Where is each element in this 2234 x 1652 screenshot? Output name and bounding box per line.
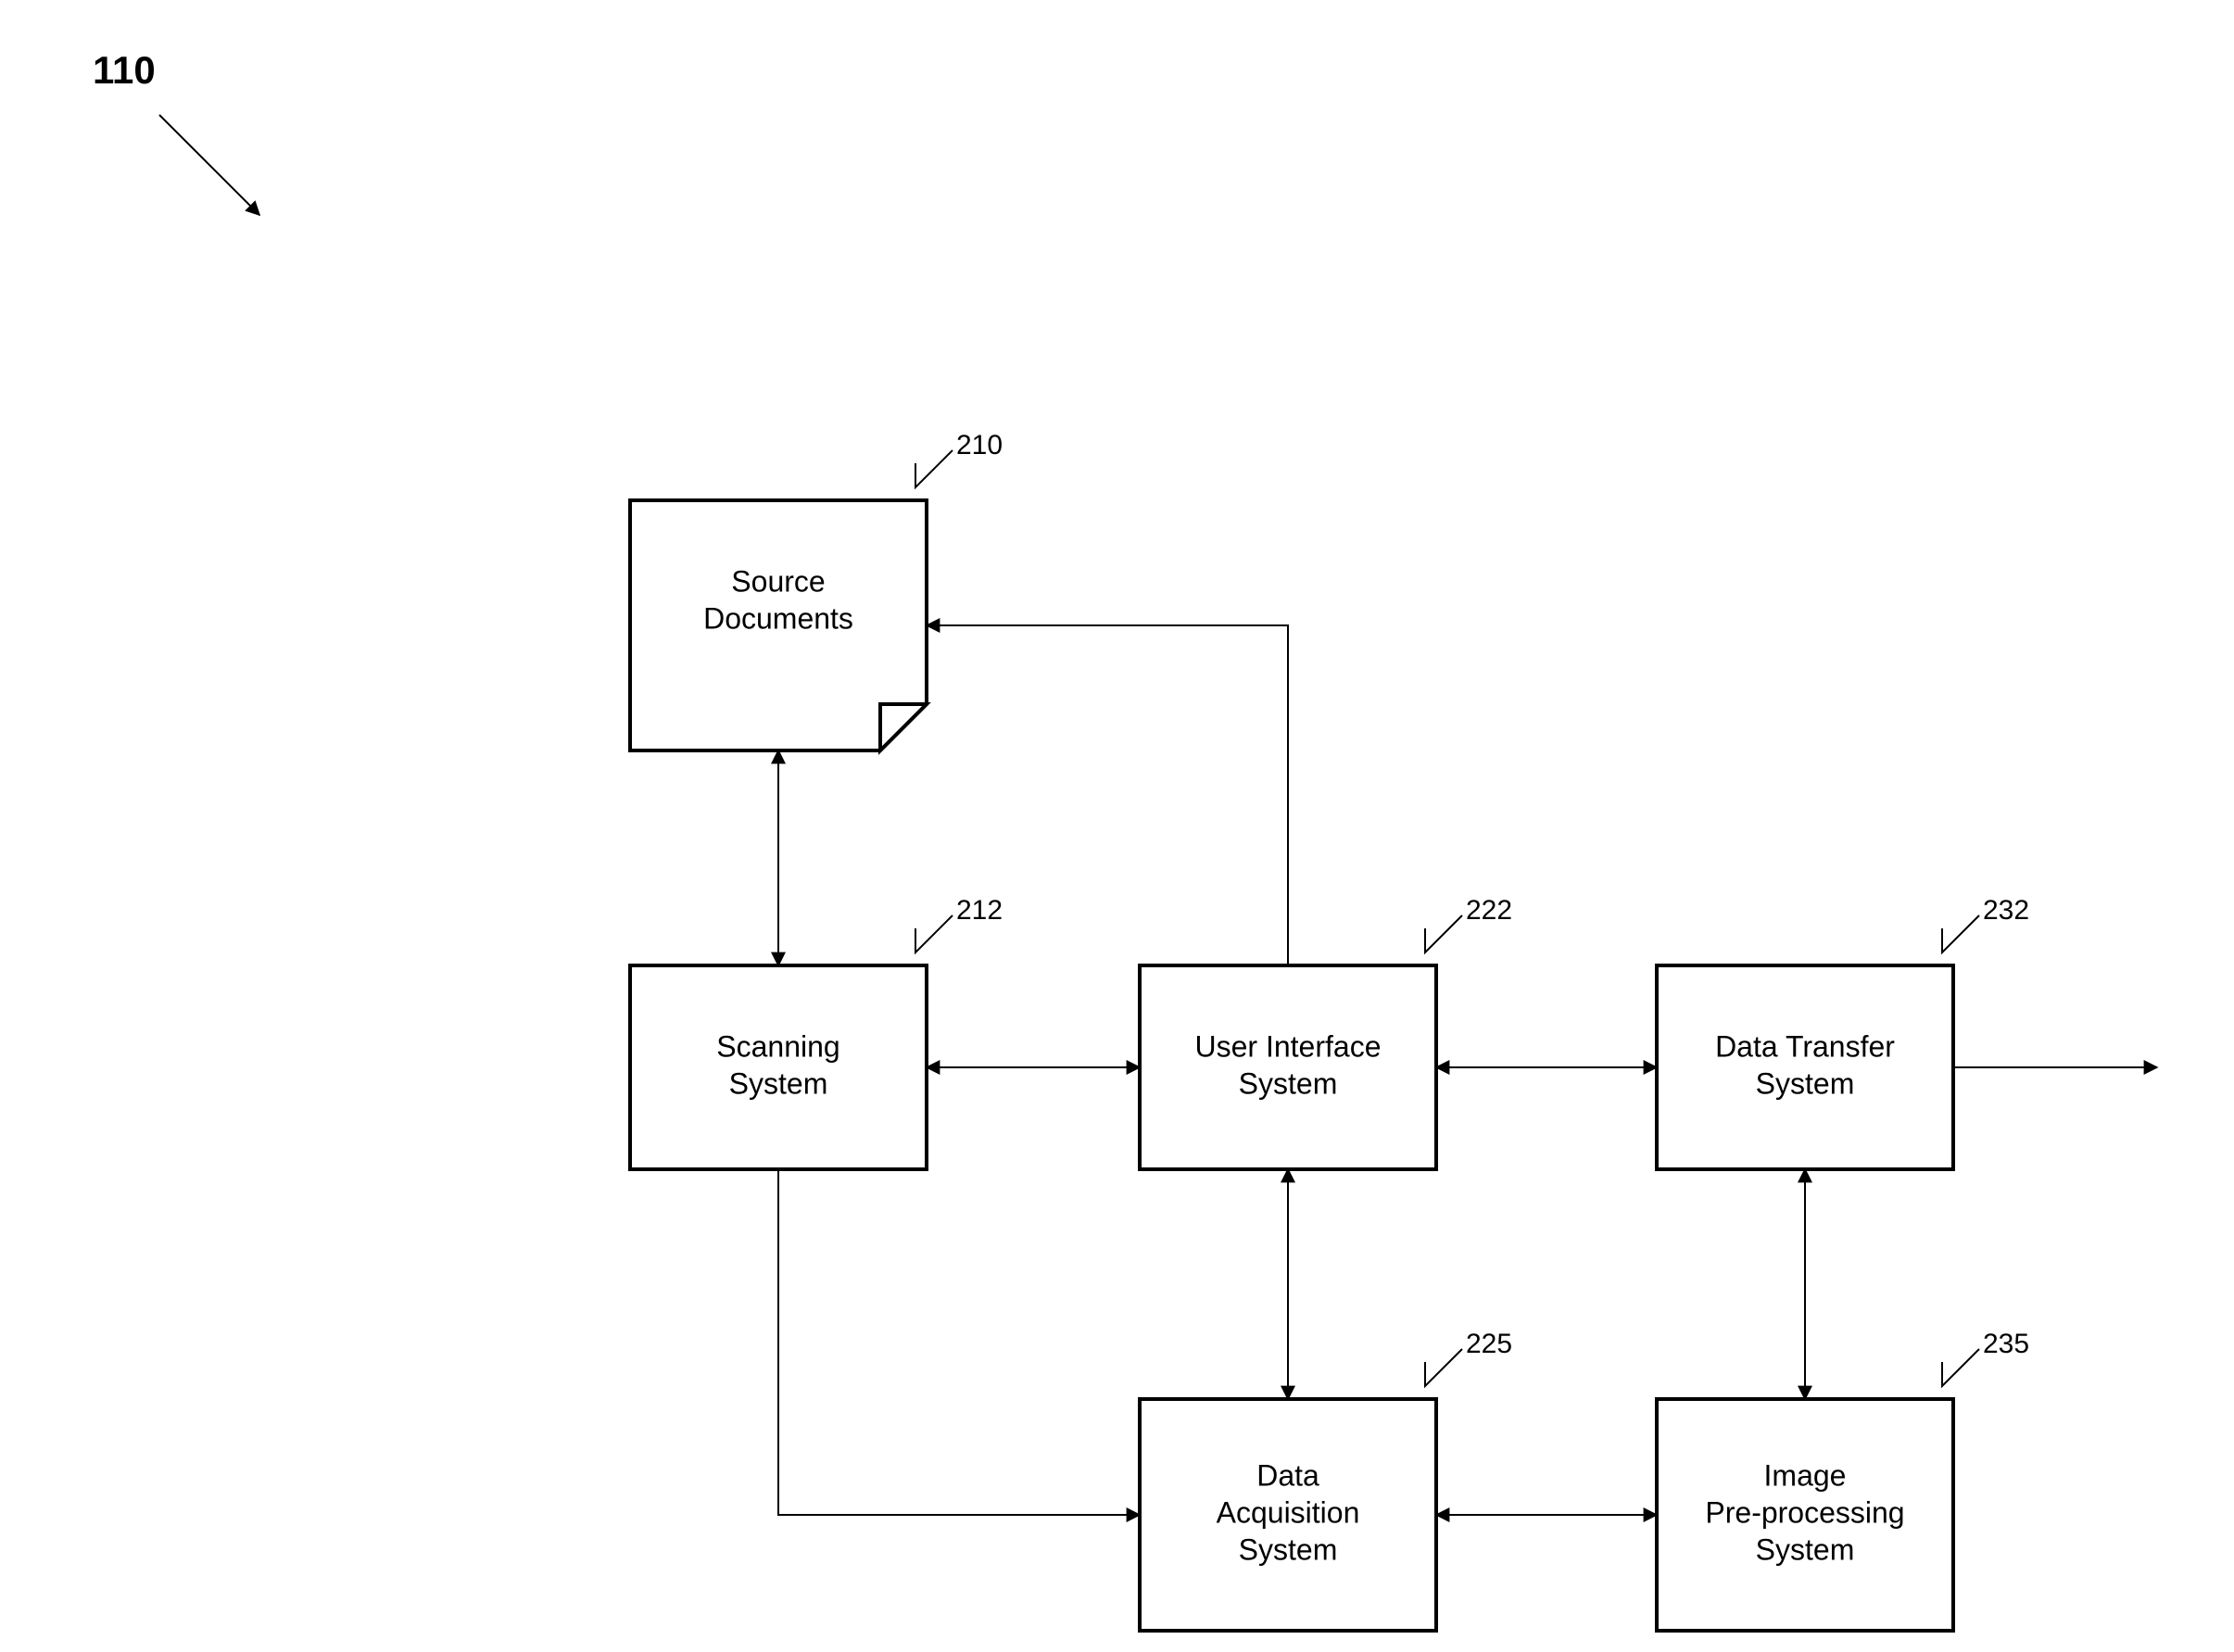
node-ipp-label-1: Pre-processing: [1705, 1495, 1904, 1529]
node-ipp-ref: 235: [1983, 1329, 2029, 1359]
node-da-label-1: Acquisition: [1217, 1495, 1360, 1529]
node-scan-ref: 212: [956, 895, 1003, 926]
node-da-ref: 225: [1466, 1329, 1512, 1359]
node-src-label-1: Documents: [703, 601, 853, 635]
node-src: SourceDocuments 210: [630, 430, 1003, 750]
node-scan-label-0: Scanning: [716, 1029, 839, 1063]
node-ipp: ImagePre-processingSystem 235: [1657, 1329, 2029, 1631]
node-ui-label-0: User Interface: [1195, 1029, 1382, 1063]
node-da-label-2: System: [1239, 1532, 1338, 1566]
node-ui-ref: 222: [1466, 895, 1512, 926]
figure-label: 110: [93, 48, 156, 92]
node-da: DataAcquisitionSystem 225: [1140, 1329, 1512, 1631]
node-src-ref: 210: [956, 430, 1003, 460]
node-scan: ScanningSystem 212: [630, 895, 1003, 1169]
node-scan-label-1: System: [729, 1066, 828, 1100]
node-ipp-label-2: System: [1756, 1532, 1855, 1566]
node-dt-label-1: System: [1756, 1066, 1855, 1100]
node-dt-ref: 232: [1983, 895, 2029, 926]
node-da-label-0: Data: [1256, 1458, 1319, 1492]
node-dt-label-0: Data Transfer: [1715, 1029, 1895, 1063]
node-ui: User InterfaceSystem 222: [1140, 895, 1512, 1169]
node-dt: Data TransferSystem 232: [1657, 895, 2029, 1169]
flowchart-canvas: 110SourceDocuments210ScanningSystem212Us…: [0, 0, 2234, 1652]
edge-scan-da: [778, 1169, 1140, 1515]
node-src-label-0: Source: [731, 564, 825, 598]
node-ui-label-1: System: [1239, 1066, 1338, 1100]
node-ipp-label-0: Image: [1764, 1458, 1847, 1492]
figure-leader-arrow: [159, 115, 259, 215]
